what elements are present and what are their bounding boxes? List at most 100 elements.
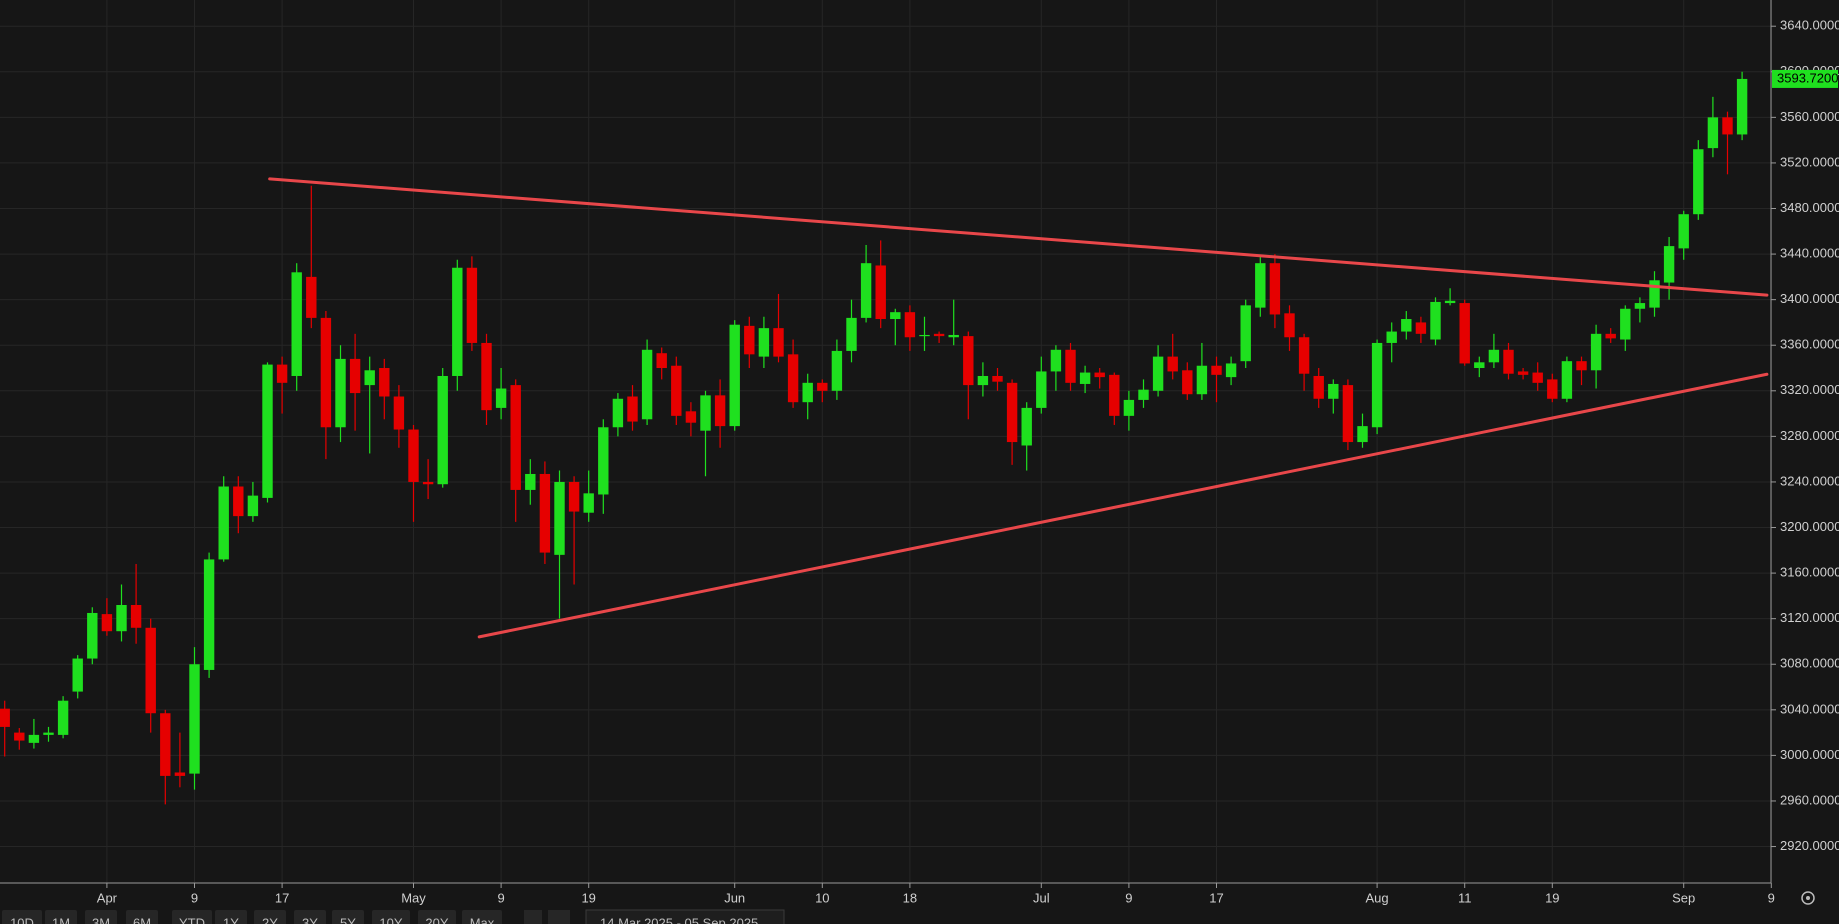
axis: 2920.0000 2960.0000 3000.0000 3040.0000 3080…: [97, 18, 1839, 906]
range-button-label: 6M: [133, 915, 151, 924]
range-button-label: 3Y: [302, 915, 318, 924]
candle-body: [1138, 389, 1149, 400]
y-tick-label: 3200.0000: [1780, 519, 1839, 534]
candle-body: [72, 658, 83, 692]
candle-body: [1547, 379, 1558, 399]
range-button[interactable]: 1Y: [215, 910, 247, 924]
range-button[interactable]: 10D: [2, 910, 42, 924]
candle-body: [1006, 382, 1018, 443]
x-tick-label: 19: [1545, 890, 1559, 905]
candle-body: [1634, 303, 1646, 309]
candle-body: [1678, 214, 1689, 249]
candle-body: [364, 370, 375, 386]
candle-body: [1576, 361, 1587, 371]
range-button[interactable]: 6M: [126, 910, 158, 924]
candle-body: [860, 263, 872, 318]
y-tick-label: 3520.0000: [1780, 154, 1839, 169]
range-button[interactable]: 2Y: [254, 910, 286, 924]
chart-type-button[interactable]: [548, 910, 570, 924]
range-button[interactable]: Max: [462, 910, 502, 924]
settings-gear[interactable]: [1801, 891, 1815, 905]
range-button-bg: [126, 910, 158, 924]
candle-body: [189, 664, 200, 774]
candle-body: [1620, 308, 1631, 340]
x-tick-label: 11: [1458, 890, 1472, 905]
candle-body: [379, 368, 390, 397]
candle-body: [335, 358, 346, 428]
candle-body: [1517, 371, 1529, 375]
range-button[interactable]: 1M: [45, 910, 77, 924]
candle-body: [466, 267, 478, 343]
candle-body: [525, 473, 536, 490]
candle-body: [875, 265, 886, 320]
range-button-bg: [45, 910, 77, 924]
candle-body: [1371, 342, 1383, 428]
y-tick-label: 3080.0000: [1780, 656, 1839, 671]
candle-body: [641, 349, 653, 420]
candle-body: [320, 317, 332, 428]
range-button-label: 5Y: [340, 915, 356, 924]
candle-body: [174, 772, 186, 776]
y-tick-label: 3240.0000: [1780, 473, 1839, 488]
candle-body: [1196, 365, 1208, 395]
candle-body: [1050, 349, 1062, 372]
x-tick-label: 19: [581, 890, 595, 905]
candle-body: [1722, 117, 1733, 135]
x-tick-label: 10: [815, 890, 829, 905]
settings-icon[interactable]: [1801, 891, 1815, 905]
range-button-label: Max: [470, 915, 495, 924]
candle-body: [1503, 349, 1514, 374]
candle-body: [1211, 365, 1222, 375]
range-button[interactable]: 3Y: [294, 910, 326, 924]
range-button-bg: [254, 910, 286, 924]
range-button[interactable]: 10Y: [372, 910, 410, 924]
y-tick-label: 2960.0000: [1780, 792, 1839, 807]
y-tick-label: 3040.0000: [1780, 701, 1839, 716]
range-button[interactable]: 3M: [85, 910, 117, 924]
candle-body: [1167, 356, 1178, 372]
calendar-button[interactable]: [524, 910, 542, 924]
candle-body: [1459, 303, 1470, 364]
candle-body: [1298, 337, 1310, 374]
x-tick-label: 9: [1125, 890, 1132, 905]
candle-body: [1109, 374, 1120, 416]
candle-body: [817, 382, 828, 391]
x-tick-label: Jul: [1033, 890, 1050, 905]
candle-body: [729, 324, 740, 427]
candle-body: [203, 559, 215, 670]
candle-body: [87, 612, 98, 659]
candle-body: [57, 700, 69, 735]
candle-body: [831, 350, 843, 391]
candle-body: [160, 713, 171, 776]
candle-body: [1094, 372, 1105, 378]
candle-body: [1021, 407, 1032, 446]
candle-body: [262, 364, 273, 498]
range-button[interactable]: 20Y: [418, 910, 456, 924]
candle-body: [1079, 372, 1091, 384]
candle-body: [218, 486, 229, 560]
plot: [0, 71, 1769, 805]
candle-body: [437, 375, 448, 485]
candle-body: [977, 375, 989, 386]
candle-body: [714, 395, 726, 427]
candle-body: [1152, 356, 1164, 391]
candle-body: [963, 336, 974, 386]
date-range[interactable]: 14 Mar 2025 - 05 Sep 2025: [585, 909, 785, 924]
range-button-bg: [372, 910, 410, 924]
candle-body: [1488, 349, 1500, 363]
range-button-bg: [332, 910, 364, 924]
y-tick-label: 3560.0000: [1780, 109, 1839, 124]
y-tick-label: 3440.0000: [1780, 246, 1839, 261]
candle-body: [1561, 361, 1573, 399]
y-tick-label: 2920.0000: [1780, 838, 1839, 853]
x-tick-label: 18: [903, 890, 917, 905]
candle-body: [116, 604, 127, 632]
range-button[interactable]: 5Y: [332, 910, 364, 924]
range-button[interactable]: YTD: [172, 910, 212, 924]
candle-body: [101, 614, 113, 632]
candle-body: [1342, 385, 1354, 443]
x-tick-label: Sep: [1672, 890, 1695, 905]
candle-body: [1386, 331, 1397, 343]
candle-body: [890, 312, 901, 320]
candle-body: [1065, 349, 1076, 383]
